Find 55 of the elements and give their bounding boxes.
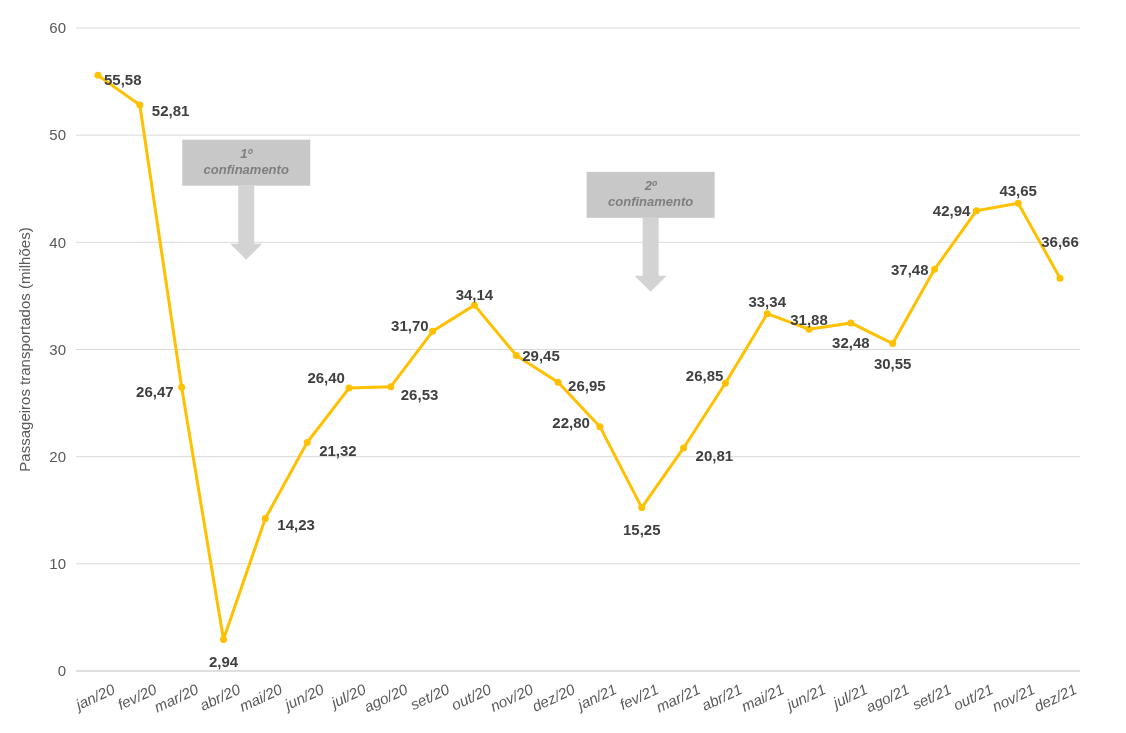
point (972, 207, 980, 215)
text: 42,94 (932, 202, 971, 220)
annotation: 2º confinamento (608, 177, 694, 209)
point (638, 504, 646, 512)
text: 33,34 (748, 292, 786, 310)
point (931, 265, 939, 273)
point (763, 310, 771, 318)
text: 26,95 (568, 377, 606, 395)
y-tick-label: 10 (49, 555, 66, 573)
y-axis-title: Passageiros transportados (milhões) (16, 227, 33, 472)
text: 26,53 (400, 385, 439, 403)
text: 36,66 (1041, 233, 1079, 251)
point (219, 635, 227, 643)
text: 31,70 (391, 316, 429, 334)
point (94, 71, 102, 79)
point (554, 378, 562, 386)
y-tick-label: 40 (49, 233, 66, 251)
text: 55,58 (104, 70, 142, 88)
point (387, 383, 395, 391)
point (596, 423, 604, 431)
text: 43,65 (999, 182, 1037, 200)
point (512, 351, 520, 359)
text: 32,48 (832, 334, 870, 352)
text: 26,40 (307, 369, 345, 387)
text: 22,80 (552, 413, 590, 431)
y-tick-label: 0 (57, 662, 66, 680)
text: 26,85 (685, 366, 724, 384)
point (345, 384, 353, 392)
point (1014, 199, 1022, 207)
point (178, 383, 186, 391)
point (429, 327, 437, 335)
point (303, 439, 311, 447)
point (847, 319, 855, 327)
point (889, 340, 897, 348)
text: 26,47 (136, 382, 174, 400)
text: 37,48 (890, 260, 929, 278)
y-tick-label: 30 (49, 340, 66, 358)
point (680, 444, 688, 452)
y-tick-label: 60 (49, 19, 66, 37)
text: 2,94 (208, 652, 239, 670)
text: 21,32 (319, 441, 357, 459)
annotation: 1º confinamento (203, 145, 289, 177)
point (261, 515, 269, 522)
text: 15,25 (622, 520, 661, 538)
text: 20,81 (695, 447, 734, 465)
text: 52,81 (151, 102, 190, 120)
text: 29,45 (522, 346, 560, 364)
y-tick-label: 20 (49, 447, 66, 465)
y-tick-label: 50 (49, 126, 66, 144)
text: 14,23 (277, 515, 315, 533)
text: 31,88 (790, 310, 828, 328)
text: 30,55 (873, 354, 912, 372)
point (136, 101, 144, 109)
text: 34,14 (455, 286, 494, 304)
point (1056, 274, 1064, 282)
